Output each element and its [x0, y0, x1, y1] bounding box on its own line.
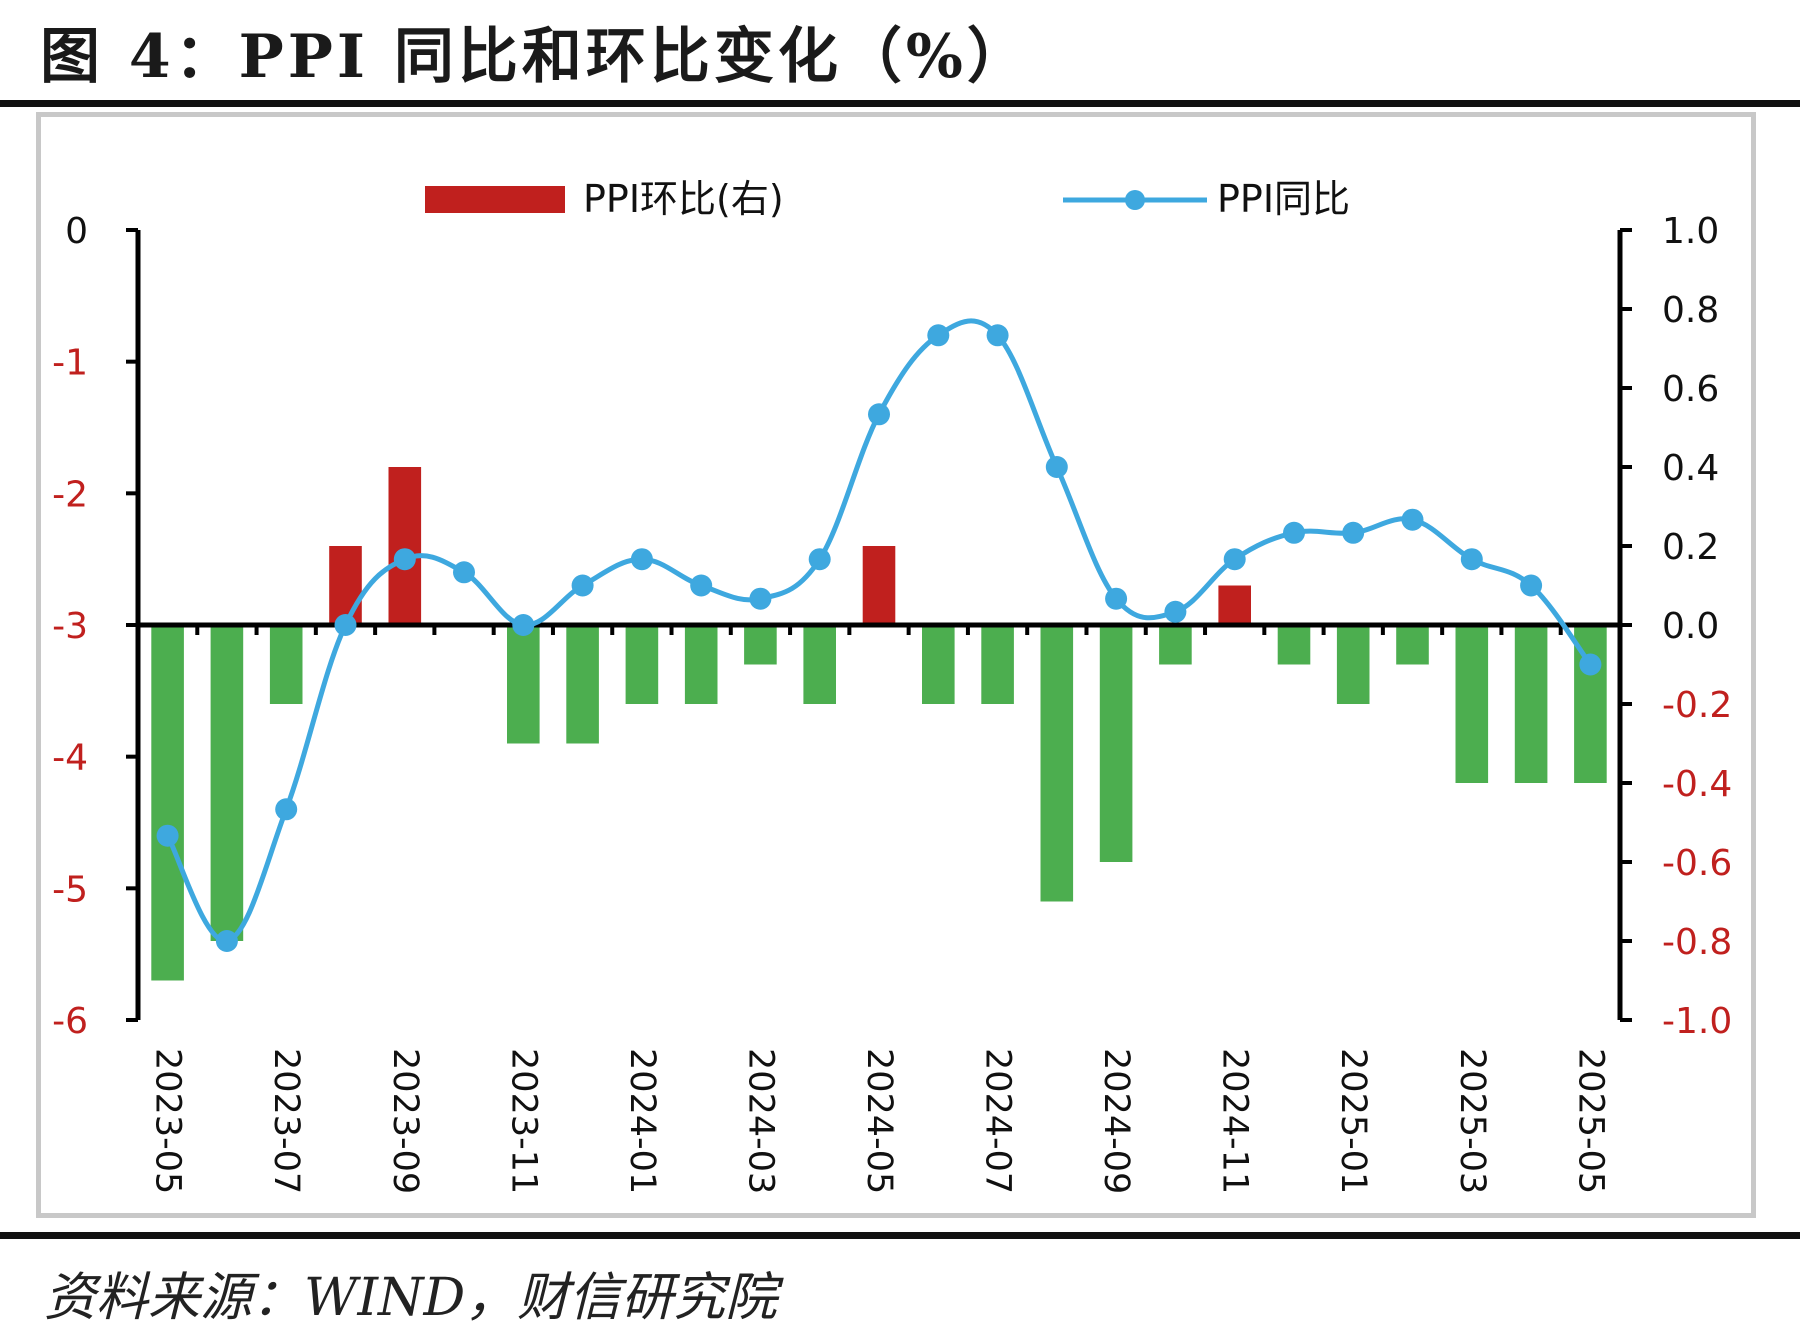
left-tick-label: -2	[52, 474, 88, 515]
chart-frame	[36, 112, 1756, 1218]
bar-2023-12	[566, 625, 599, 744]
left-tick-label: -6	[52, 1001, 88, 1042]
ppi-yoy-point-2023-11	[512, 614, 535, 636]
ppi-yoy-point-2024-02	[690, 574, 713, 597]
right-tick-label: -0.2	[1662, 685, 1732, 726]
bar-2023-06	[210, 625, 244, 941]
x-tick-label: 2024-03	[740, 1048, 780, 1194]
ppi-yoy-point-2024-07	[986, 324, 1009, 347]
ppi-yoy-point-2024-09	[1105, 587, 1128, 610]
x-tick-label: 2023-05	[148, 1048, 188, 1194]
line-layer	[156, 318, 1602, 952]
bar-2024-05	[862, 546, 896, 625]
ppi-yoy-point-2023-05	[156, 824, 179, 847]
right-tick-label: -0.6	[1662, 843, 1732, 884]
right-tick-label: -0.4	[1662, 764, 1732, 805]
right-tick-label: 0.2	[1662, 527, 1719, 568]
ppi-yoy-point-2024-01	[630, 548, 653, 571]
x-tick-label: 2025-03	[1452, 1048, 1492, 1194]
x-tick-label: 2024-07	[978, 1048, 1018, 1194]
source-note: 资料来源：WIND，财信研究院	[44, 1268, 778, 1328]
left-tick-label: -1	[52, 343, 88, 384]
x-tick-label: 2023-09	[385, 1048, 425, 1194]
bar-2024-01	[625, 625, 659, 704]
ticks-layer: 0 -1 -2 -3 -4 -5 -6 1.0 0.8 0.6 0.4 0.2 0.0 -0.2 -0.4 -…	[52, 211, 1732, 1194]
ppi-yoy-point-2023-10	[453, 561, 475, 584]
right-tick-label: 0.0	[1662, 606, 1719, 647]
right-tick-label: 0.4	[1662, 448, 1719, 489]
ppi-yoy-point-2024-04	[808, 548, 831, 571]
bottom-rule	[0, 1232, 1800, 1239]
ppi-yoy-point-2023-09	[393, 548, 416, 571]
ppi-yoy-line	[165, 318, 1593, 944]
x-tick-label: 2023-11	[503, 1048, 543, 1194]
right-tick-label: -0.8	[1662, 922, 1732, 963]
ppi-yoy-point-2023-06	[215, 930, 238, 952]
ppi-yoy-point-2025-03	[1460, 548, 1483, 571]
bar-2025-03	[1455, 625, 1489, 783]
bar-2025-01	[1336, 625, 1370, 704]
axes-layer	[135, 230, 1623, 1020]
right-tick-label: 1.0	[1662, 211, 1719, 252]
legend-bar-swatch	[425, 186, 565, 213]
legend-bar-label: PPI环比(右)	[583, 177, 784, 221]
ppi-yoy-point-2024-03	[749, 587, 772, 610]
bar-2025-02	[1396, 625, 1429, 665]
x-tick-label: 2024-11	[1215, 1048, 1255, 1194]
bar-2024-08	[1040, 625, 1074, 902]
ppi-yoy-point-2023-07	[275, 798, 298, 821]
bar-2024-09	[1099, 625, 1133, 862]
ppi-yoy-point-2024-08	[1045, 456, 1068, 478]
ppi-yoy-point-2024-10	[1164, 600, 1187, 623]
legend-line-label: PPI同比	[1217, 177, 1350, 221]
left-tick-label: -5	[52, 869, 88, 910]
bar-2023-09	[388, 467, 422, 625]
bar-2024-07	[981, 625, 1014, 704]
bar-2023-07	[269, 625, 303, 704]
ppi-yoy-point-2025-01	[1342, 521, 1365, 544]
ppi-yoy-point-2024-06	[927, 324, 950, 347]
x-tick-label: 2025-05	[1570, 1048, 1610, 1194]
bar-2024-03	[744, 625, 777, 665]
bar-2024-10	[1159, 625, 1192, 665]
ppi-yoy-point-2024-05	[868, 403, 890, 426]
bars-layer	[151, 467, 1607, 981]
ppi-yoy-point-2023-12	[571, 574, 594, 597]
bar-2024-12	[1277, 625, 1311, 665]
ppi-yoy-point-2025-04	[1520, 574, 1543, 597]
legend: PPI环比(右) PPI同比	[425, 177, 1350, 221]
left-tick-label: -3	[52, 606, 88, 647]
ppi-yoy-point-2024-12	[1283, 521, 1305, 544]
bar-2023-05	[151, 625, 184, 981]
figure-title: 图 4：PPI 同比和环比变化（%）	[40, 22, 1031, 92]
right-tick-label: -1.0	[1662, 1001, 1732, 1042]
ppi-yoy-point-2025-02	[1401, 508, 1424, 531]
legend-line-marker	[1125, 190, 1145, 210]
ppi-yoy-point-2023-08	[334, 614, 357, 636]
ppi-yoy-point-2025-05	[1579, 653, 1602, 676]
bar-2024-06	[922, 625, 955, 704]
bar-2023-08	[329, 546, 362, 625]
bar-2024-02	[684, 625, 718, 704]
x-tick-label: 2023-07	[266, 1048, 306, 1194]
ppi-yoy-point-2024-11	[1223, 548, 1246, 571]
x-tick-label: 2024-09	[1096, 1048, 1136, 1194]
bar-2025-04	[1514, 625, 1548, 783]
bar-2024-11	[1218, 585, 1251, 625]
x-tick-label: 2024-01	[622, 1048, 662, 1194]
x-tick-label: 2024-05	[859, 1048, 899, 1194]
top-rule	[0, 100, 1800, 107]
left-tick-label: -4	[52, 738, 88, 779]
x-tick-label: 2025-01	[1333, 1048, 1373, 1194]
right-tick-label: 0.8	[1662, 290, 1719, 331]
bar-2024-04	[803, 625, 836, 704]
bar-2023-11	[507, 625, 540, 744]
right-tick-label: 0.6	[1662, 369, 1719, 410]
left-tick-label: 0	[65, 211, 88, 252]
